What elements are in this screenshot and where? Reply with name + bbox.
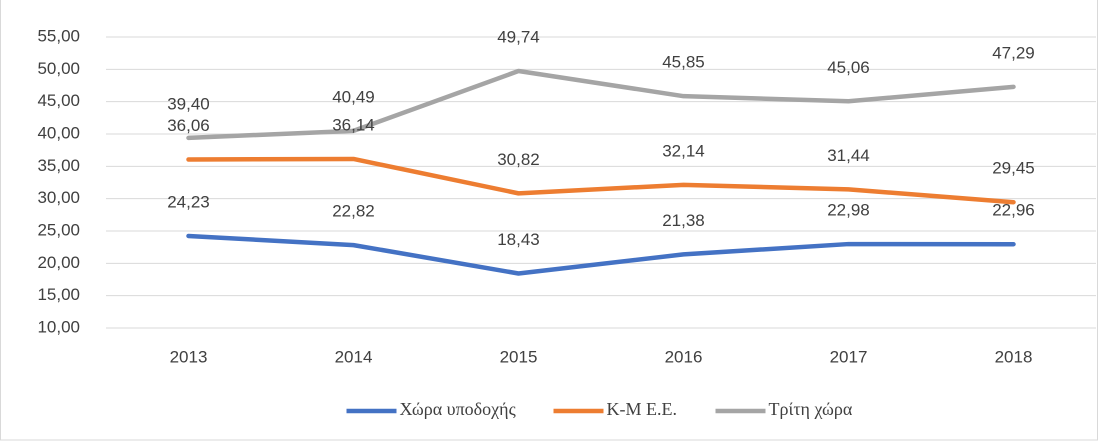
data-label: 18,43	[497, 230, 540, 249]
x-tick-label: 2015	[500, 347, 538, 366]
series-line	[186, 233, 1016, 276]
y-tick-label: 45,00	[37, 91, 80, 110]
data-label: 30,82	[497, 150, 540, 169]
data-label: 29,45	[992, 159, 1035, 178]
series-line	[186, 156, 1016, 205]
data-label: 39,40	[167, 94, 210, 113]
data-label: 32,14	[662, 141, 705, 160]
data-label: 49,74	[497, 27, 540, 46]
data-label: 47,29	[992, 43, 1035, 62]
data-label: 24,23	[167, 192, 210, 211]
legend-label: Τρίτη χώρα	[769, 399, 853, 419]
data-label: 22,96	[992, 201, 1035, 220]
y-tick-label: 55,00	[37, 26, 80, 45]
x-tick-label: 2014	[335, 347, 373, 366]
x-tick-label: 2013	[170, 347, 208, 366]
data-label: 45,06	[827, 58, 870, 77]
y-tick-label: 30,00	[37, 188, 80, 207]
legend-label: Κ-Μ Ε.Ε.	[607, 399, 678, 419]
data-label: 45,85	[662, 53, 705, 72]
y-tick-label: 20,00	[37, 253, 80, 272]
data-label: 21,38	[662, 211, 705, 230]
x-tick-label: 2017	[830, 347, 868, 366]
y-tick-label: 15,00	[37, 285, 80, 304]
series-line	[186, 68, 1016, 141]
y-tick-label: 50,00	[37, 59, 80, 78]
x-tick-label: 2018	[995, 347, 1033, 366]
y-tick-label: 40,00	[37, 123, 80, 142]
legend-label: Χώρα υποδοχής	[400, 399, 516, 419]
data-label: 22,82	[332, 202, 375, 221]
data-label: 36,06	[167, 116, 210, 135]
y-tick-label: 25,00	[37, 220, 80, 239]
y-tick-label: 35,00	[37, 156, 80, 175]
x-tick-label: 2016	[665, 347, 703, 366]
data-label: 22,98	[827, 201, 870, 220]
data-label: 31,44	[827, 146, 870, 165]
data-label: 36,14	[332, 115, 375, 134]
data-label: 40,49	[332, 87, 375, 106]
y-tick-label: 10,00	[37, 317, 80, 336]
